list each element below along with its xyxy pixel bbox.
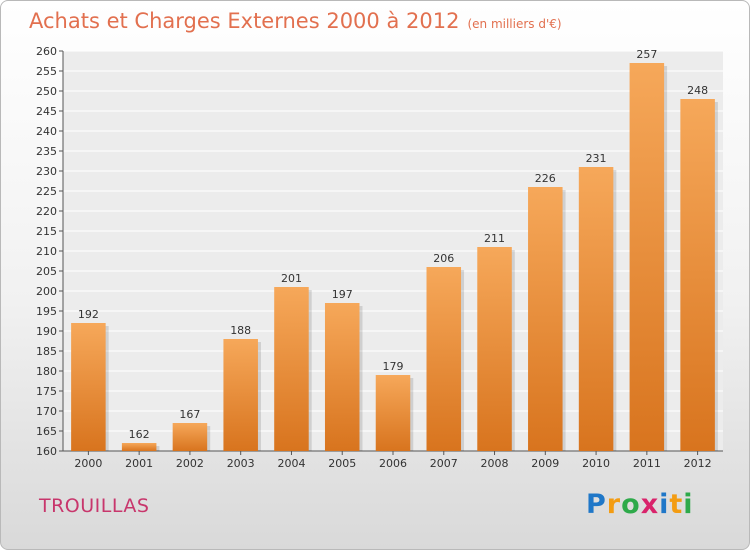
chart-subtitle: (en milliers d'€)	[467, 17, 562, 31]
bar	[71, 323, 106, 451]
location-name: TROUILLAS	[39, 495, 150, 517]
y-tick-label: 215	[36, 225, 57, 238]
y-tick-label: 195	[36, 305, 57, 318]
y-tick-label: 160	[36, 445, 57, 458]
x-tick-label: 2003	[227, 457, 255, 470]
bar-value-label: 211	[484, 232, 505, 245]
bar-value-label: 257	[636, 48, 657, 61]
x-tick-label: 2007	[430, 457, 458, 470]
y-tick-label: 220	[36, 205, 57, 218]
x-tick-label: 2008	[481, 457, 509, 470]
bar	[274, 287, 309, 451]
bar-value-label: 167	[179, 408, 200, 421]
y-tick-label: 175	[36, 385, 57, 398]
y-tick-label: 235	[36, 145, 57, 158]
logo-letter: r	[606, 489, 622, 520]
proxiti-logo: Proxiti	[586, 489, 694, 520]
logo-letter: o	[621, 489, 641, 520]
y-tick-label: 240	[36, 125, 57, 138]
bar	[680, 99, 715, 451]
bar	[324, 303, 360, 451]
logo-letter: P	[586, 489, 607, 520]
y-tick-label: 200	[36, 285, 57, 298]
x-tick-label: 2012	[684, 457, 712, 470]
bar-value-label: 201	[281, 272, 302, 285]
x-tick-label: 2009	[531, 457, 559, 470]
x-tick-label: 2004	[277, 457, 305, 470]
bar-value-label: 206	[433, 252, 454, 265]
bar	[629, 63, 665, 451]
y-tick-label: 185	[36, 345, 57, 358]
x-tick-label: 2000	[74, 457, 102, 470]
y-tick-label: 165	[36, 425, 57, 438]
y-tick-label: 170	[36, 405, 57, 418]
bar	[528, 187, 563, 451]
bar-value-label: 197	[332, 288, 353, 301]
bar	[121, 443, 157, 451]
y-tick-label: 180	[36, 365, 57, 378]
logo-letter: x	[640, 489, 660, 520]
chart-title-text: Achats et Charges Externes 2000 à 2012	[29, 9, 460, 33]
y-tick-label: 225	[36, 185, 57, 198]
bar	[223, 339, 258, 451]
y-tick-label: 255	[36, 65, 57, 78]
y-tick-label: 210	[36, 245, 57, 258]
y-tick-label: 230	[36, 165, 57, 178]
y-tick-label: 260	[36, 45, 57, 58]
x-tick-label: 2001	[125, 457, 153, 470]
y-tick-label: 190	[36, 325, 57, 338]
bar-value-label: 188	[230, 324, 251, 337]
bar	[477, 247, 512, 451]
y-tick-label: 250	[36, 85, 57, 98]
x-tick-label: 2011	[633, 457, 661, 470]
y-tick-label: 245	[36, 105, 57, 118]
bar-value-label: 248	[687, 84, 708, 97]
x-tick-label: 2002	[176, 457, 204, 470]
y-tick-label: 205	[36, 265, 57, 278]
x-tick-label: 2010	[582, 457, 610, 470]
x-tick-label: 2005	[328, 457, 356, 470]
bar-value-label: 231	[586, 152, 607, 165]
bar-value-label: 179	[383, 360, 404, 373]
bar	[375, 375, 411, 451]
bar-value-label: 162	[129, 428, 150, 441]
logo-letter: i	[683, 489, 694, 520]
bar-value-label: 226	[535, 172, 556, 185]
logo-letter: t	[669, 489, 684, 520]
bar	[172, 423, 208, 451]
logo-letter: i	[659, 489, 670, 520]
bar-value-label: 192	[78, 308, 99, 321]
x-tick-label: 2006	[379, 457, 407, 470]
bar	[426, 267, 462, 451]
chart-title: Achats et Charges Externes 2000 à 2012 (e…	[29, 9, 562, 33]
bar	[578, 167, 614, 451]
